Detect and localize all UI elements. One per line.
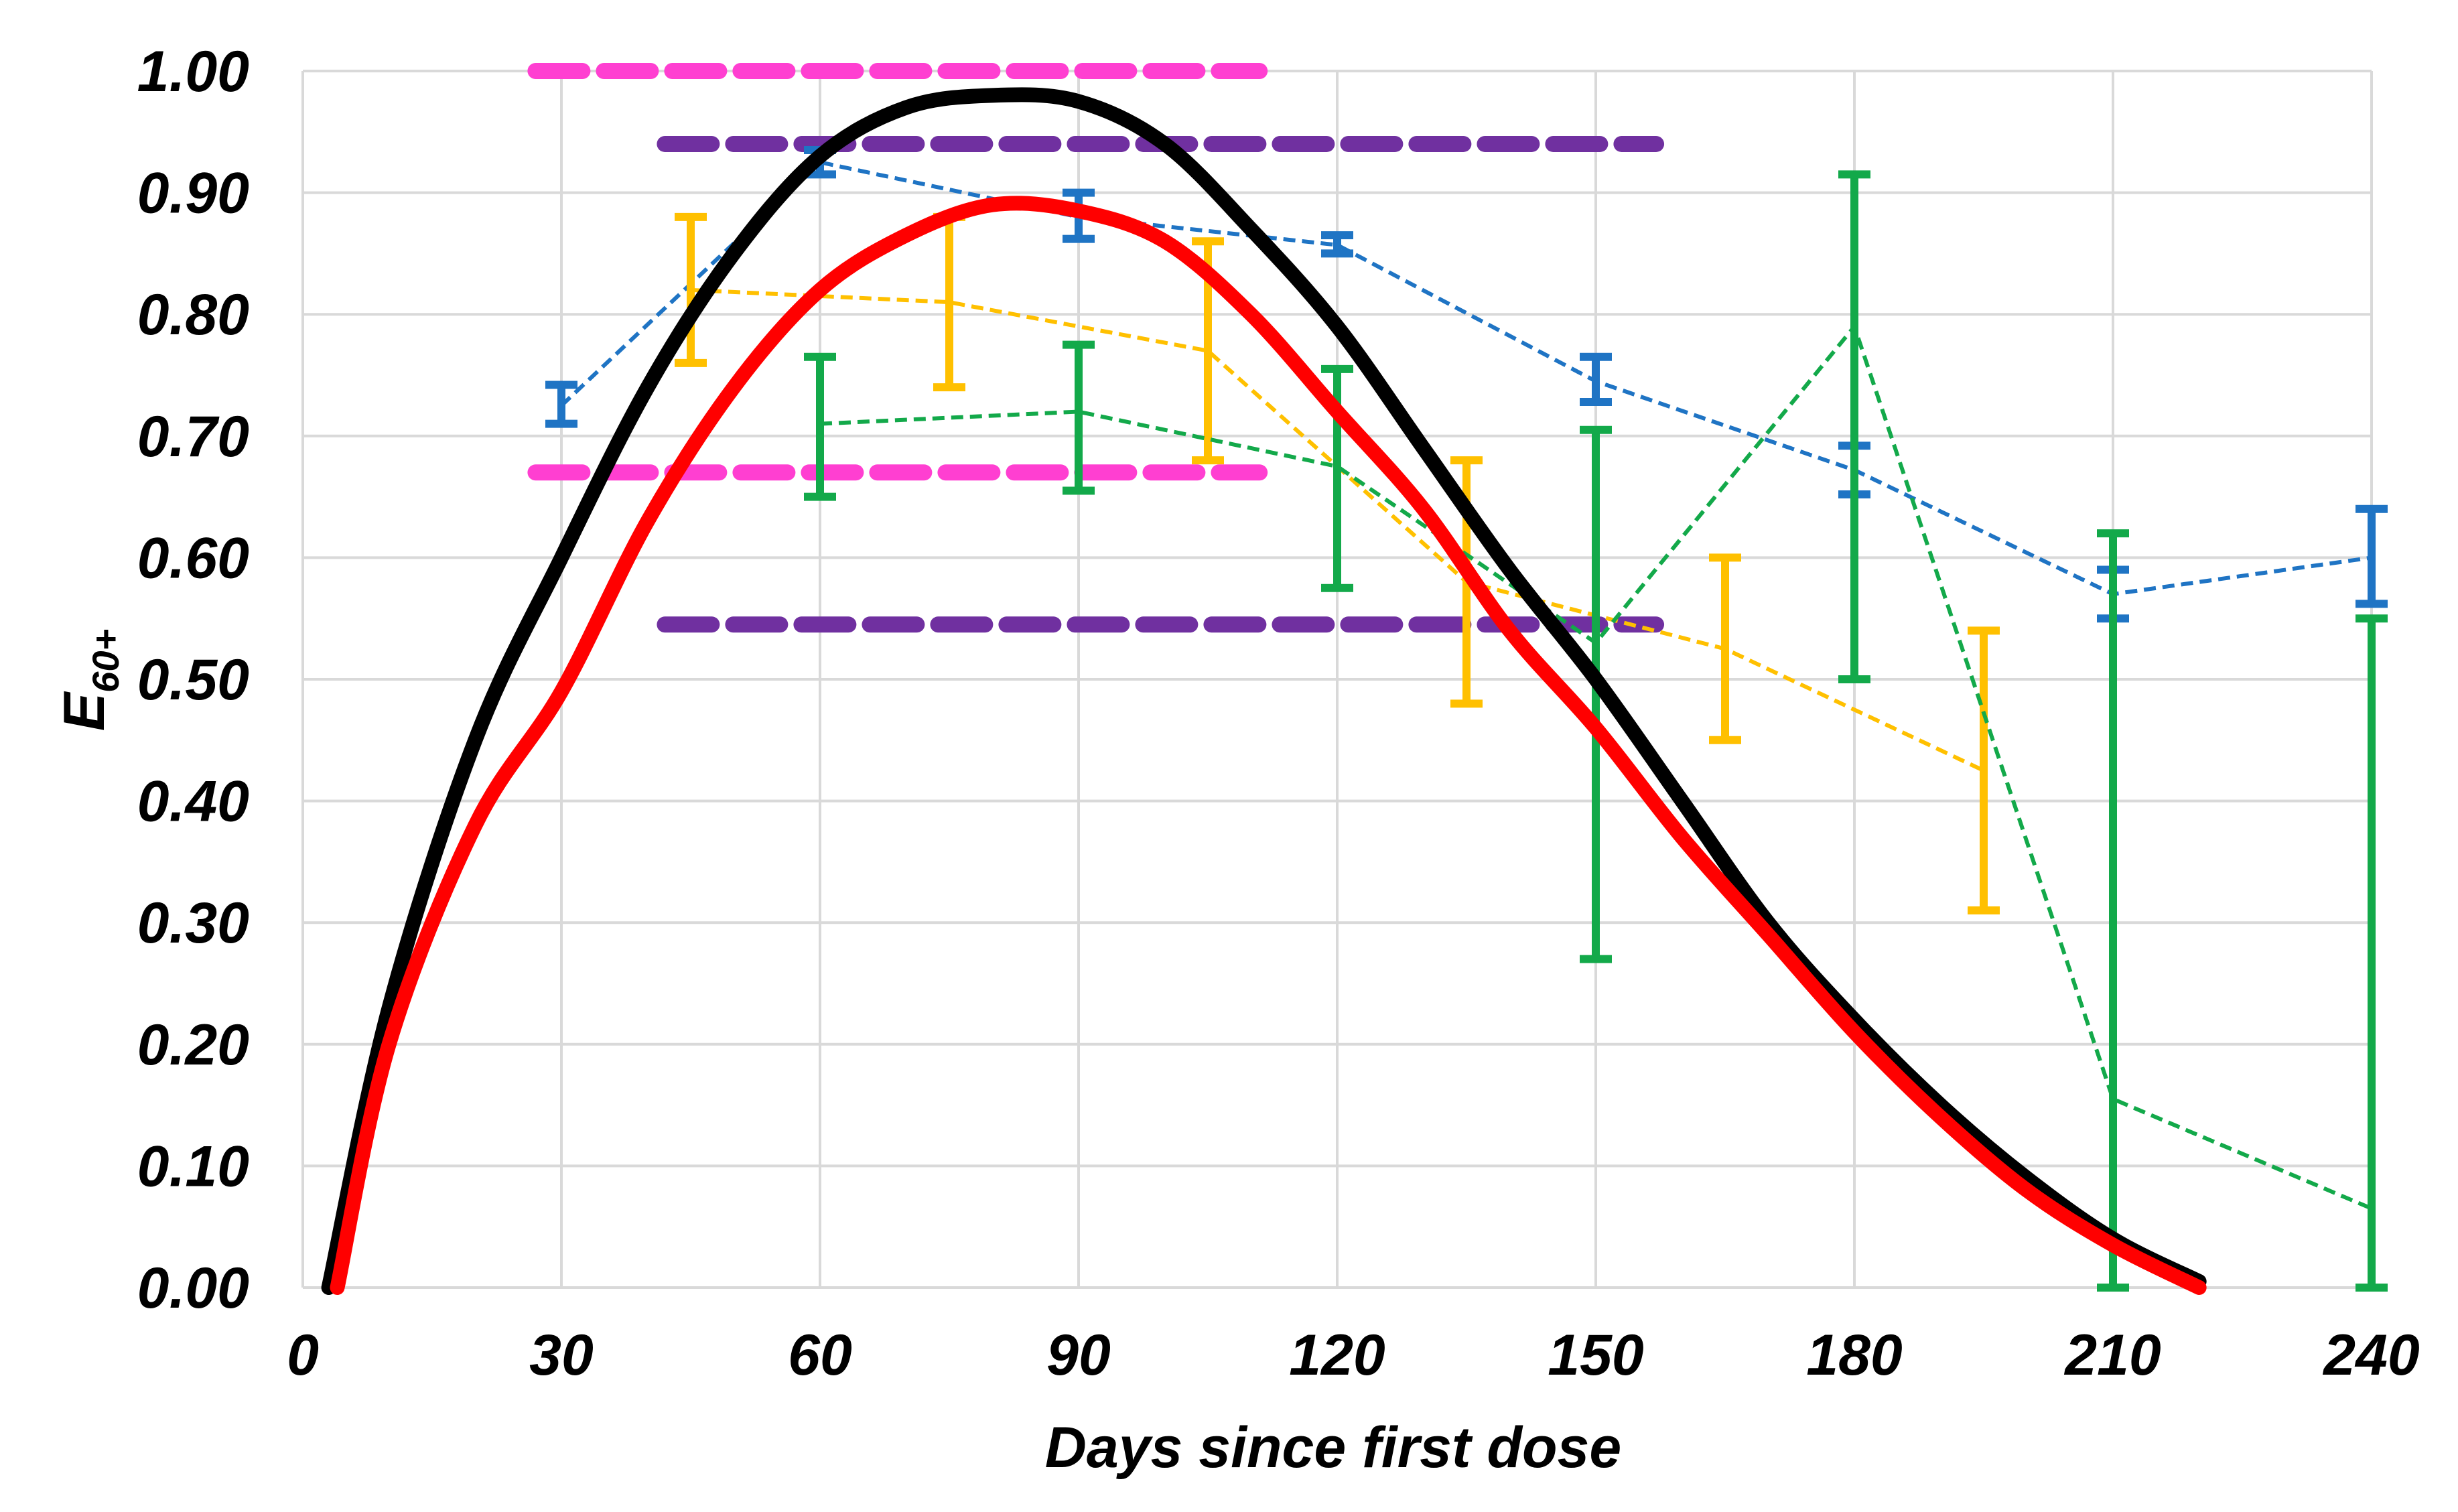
series-line-blue	[559, 159, 2372, 596]
x-tick-label: 0	[287, 1323, 319, 1387]
x-tick-label: 150	[1548, 1323, 1644, 1387]
y-axis-title-main: E	[52, 691, 117, 731]
y-tick-label: 0.20	[137, 1013, 249, 1077]
y-tick-label: 0.10	[137, 1134, 249, 1198]
y-axis-title-subscript: 60+	[84, 629, 127, 693]
y-tick-label: 0.30	[137, 891, 249, 955]
y-tick-label: 0.70	[137, 405, 249, 469]
y-tick-label: 0.40	[137, 770, 249, 834]
y-axis-title: E60+	[52, 629, 127, 731]
y-tick-label: 0.90	[137, 161, 249, 226]
x-tick-label: 210	[2063, 1323, 2161, 1387]
x-axis-title: Days since first dose	[1045, 1416, 1621, 1480]
x-tick-label: 240	[2322, 1323, 2420, 1387]
x-tick-label: 60	[788, 1323, 852, 1387]
x-tick-label: 30	[529, 1323, 594, 1387]
model-curve	[330, 196, 2207, 1295]
y-tick-label: 0.60	[137, 526, 249, 590]
y-axis-ticks: 0.00 0.10 0.20 0.30 0.40 0.50 0.60 0.70 0.80 0.90…	[137, 40, 249, 1320]
y-tick-label: 0.50	[137, 648, 249, 712]
x-axis-ticks: 0 30 60 90 120 150 180 210 240	[287, 1323, 2420, 1387]
y-tick-label: 0.00	[137, 1256, 249, 1320]
y-tick-label: 0.80	[137, 283, 249, 347]
y-tick-label: 1.00	[137, 40, 249, 104]
x-tick-label: 120	[1289, 1323, 1385, 1387]
model-curve	[321, 87, 2207, 1295]
model-curves	[321, 87, 2207, 1295]
data-series	[545, 146, 2388, 1292]
x-tick-label: 180	[1806, 1323, 1903, 1387]
x-tick-label: 90	[1046, 1323, 1111, 1387]
